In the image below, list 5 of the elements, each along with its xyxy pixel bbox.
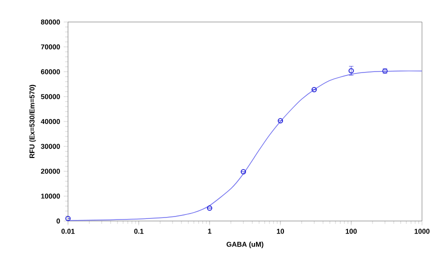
point bbox=[278, 118, 284, 124]
point bbox=[206, 205, 212, 211]
point bbox=[312, 87, 317, 92]
point bbox=[348, 68, 354, 74]
point bbox=[240, 169, 246, 174]
